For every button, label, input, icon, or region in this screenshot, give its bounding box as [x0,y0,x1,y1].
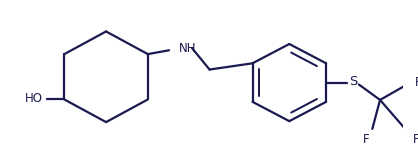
Text: F: F [415,76,418,89]
Text: S: S [349,75,357,88]
Text: F: F [363,133,370,146]
Text: HO: HO [25,92,43,105]
Text: F: F [413,133,418,146]
Text: NH: NH [179,42,196,55]
